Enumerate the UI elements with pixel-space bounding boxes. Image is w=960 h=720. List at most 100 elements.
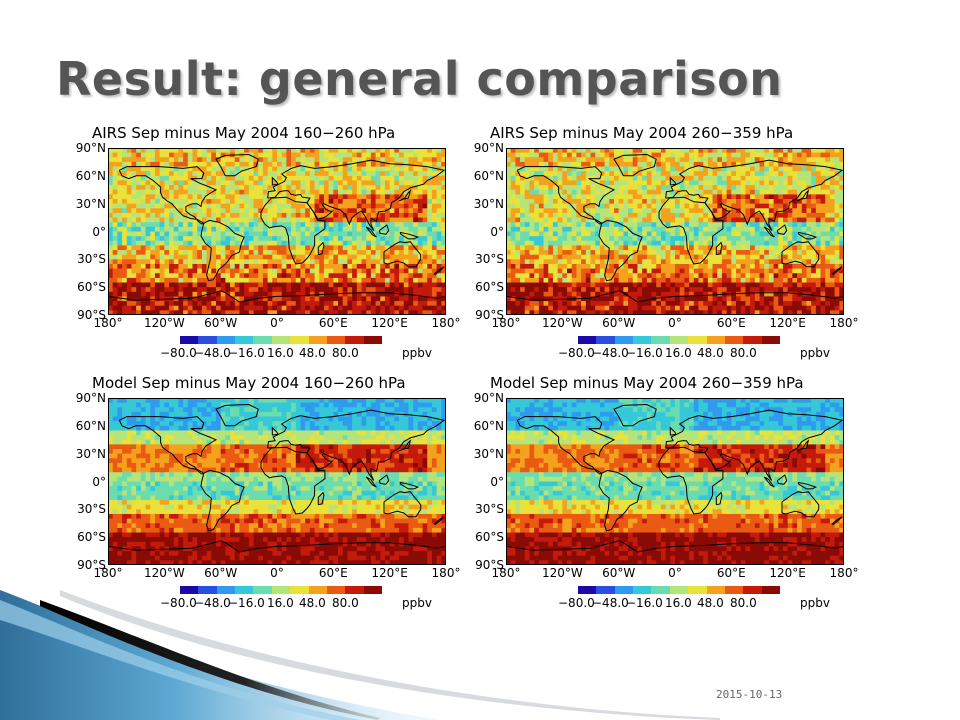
colorbar-tick-label: 80.0 [730,596,757,610]
map-panel-model-160-260: Model Sep minus May 2004 160−260 hPa 90°… [56,374,466,616]
colorbar-swatch [345,586,364,594]
colorbar-swatch [761,586,780,594]
latitude-label: 90°S [475,308,504,322]
colorbar-swatch [614,336,634,344]
colorbar [180,586,382,594]
colorbar-tick-label: 48.0 [697,596,724,610]
latitude-label: 90°S [475,558,504,572]
longitude-label: 0° [270,566,284,580]
longitude-label: 180° [829,566,859,580]
longitude-label: 120°E [371,566,408,580]
latitude-label: 60°N [75,418,106,433]
latitude-label: 90°S [77,558,106,572]
colorbar-swatch [180,336,199,344]
colorbar-tick-label: −80.0 [160,596,197,610]
map-field [108,398,446,565]
colorbar-tick-label: −48.0 [194,596,231,610]
colorbar [180,336,382,344]
map-panel-airs-160-260: AIRS Sep minus May 2004 160−260 hPa 90°N… [56,124,466,366]
latitude-label: 30°N [75,446,106,461]
decorative-swoosh [0,590,720,720]
latitude-label: 90°S [77,308,106,322]
longitude-label: 60°W [602,566,636,580]
latitude-label: 30°N [75,196,106,211]
colorbar-swatch [669,336,689,344]
colorbar-tick-label: −80.0 [160,346,197,360]
latitude-label: 30°N [473,446,504,461]
longitude-label: 120°E [769,566,806,580]
colorbar-tick-label: 16.0 [267,346,294,360]
longitude-label: 120°W [541,316,583,330]
colorbar-swatch [271,586,291,594]
panel-title: AIRS Sep minus May 2004 260−359 hPa [490,124,794,142]
panel-title: Model Sep minus May 2004 160−260 hPa [92,374,406,392]
colorbar-swatch [688,586,707,594]
colorbar-swatch [290,586,309,594]
latitude-label: 60°S [77,530,106,545]
colorbar-tick-label: 80.0 [332,596,359,610]
longitude-label: 120°W [143,566,185,580]
colorbar-swatch [724,336,744,344]
latitude-label: 90°N [75,391,106,405]
colorbar-swatch [743,336,762,344]
latitude-label: 60°S [475,530,504,545]
colorbar-swatch [308,336,327,344]
panel-title: Model Sep minus May 2004 260−359 hPa [490,374,804,392]
latitude-label: 0° [490,224,504,239]
longitude-label: 60°W [602,316,636,330]
colorbar-swatch [706,586,725,594]
map-panel-airs-260-359: AIRS Sep minus May 2004 260−359 hPa 90°N… [454,124,864,366]
colorbar [578,336,780,344]
colorbar-tick-label: −16.0 [228,596,265,610]
longitude-label: 60°W [204,316,238,330]
colorbar-swatch [253,336,272,344]
colorbar-tick-label: 48.0 [299,596,326,610]
longitude-label: 180° [491,316,521,330]
colorbar-swatch [198,336,217,344]
longitude-label: 0° [668,316,682,330]
colorbar-tick-label: 16.0 [267,596,294,610]
colorbar-swatch [198,586,217,594]
latitude-label: 0° [92,224,106,239]
map-panel-model-260-359: Model Sep minus May 2004 260−359 hPa 90°… [454,374,864,616]
colorbar-swatch [345,336,364,344]
latitude-label: 60°N [75,168,106,183]
colorbar-swatch [180,586,199,594]
map-field [506,398,844,565]
longitude-label: 180° [93,316,123,330]
colorbar-tick-label: −48.0 [194,346,231,360]
world-map [108,398,446,565]
colorbar-tick-label: 80.0 [332,346,359,360]
colorbar-swatch [363,586,382,594]
longitude-label: 60°W [204,566,238,580]
map-field [108,148,446,315]
latitude-label: 30°S [77,502,106,517]
longitude-label: 0° [668,566,682,580]
colorbar-unit: ppbv [402,596,432,610]
latitude-label: 30°N [473,196,504,211]
colorbar-tick-label: −48.0 [592,346,629,360]
colorbar-swatch [308,586,327,594]
colorbar-swatch [326,586,346,594]
colorbar-swatch [743,586,762,594]
longitude-label: 180° [491,566,521,580]
colorbar-unit: ppbv [800,596,830,610]
slide-title: Result: general comparison [56,52,783,106]
colorbar-tick-label: −16.0 [228,346,265,360]
colorbar-tick-label: −48.0 [592,596,629,610]
colorbar-tick-label: 80.0 [730,346,757,360]
colorbar-swatch [235,586,254,594]
longitude-label: 180° [829,316,859,330]
colorbar [578,586,780,594]
latitude-label: 30°S [77,252,106,267]
colorbar-swatch [578,336,597,344]
longitude-label: 60°E [716,566,746,580]
latitude-label: 30°S [475,252,504,267]
longitude-label: 0° [270,316,284,330]
latitude-label: 0° [490,474,504,489]
longitude-label: 120°E [769,316,806,330]
colorbar-swatch [216,586,236,594]
colorbar-swatch [290,336,309,344]
colorbar-unit: ppbv [800,346,830,360]
